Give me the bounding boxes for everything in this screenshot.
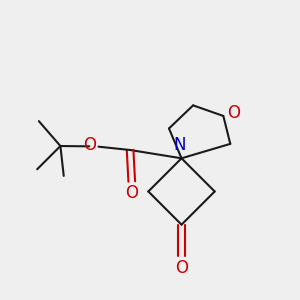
Text: O: O <box>83 136 96 154</box>
Text: O: O <box>125 184 138 202</box>
Text: N: N <box>174 136 186 154</box>
Text: O: O <box>227 103 240 122</box>
Text: O: O <box>175 259 188 277</box>
